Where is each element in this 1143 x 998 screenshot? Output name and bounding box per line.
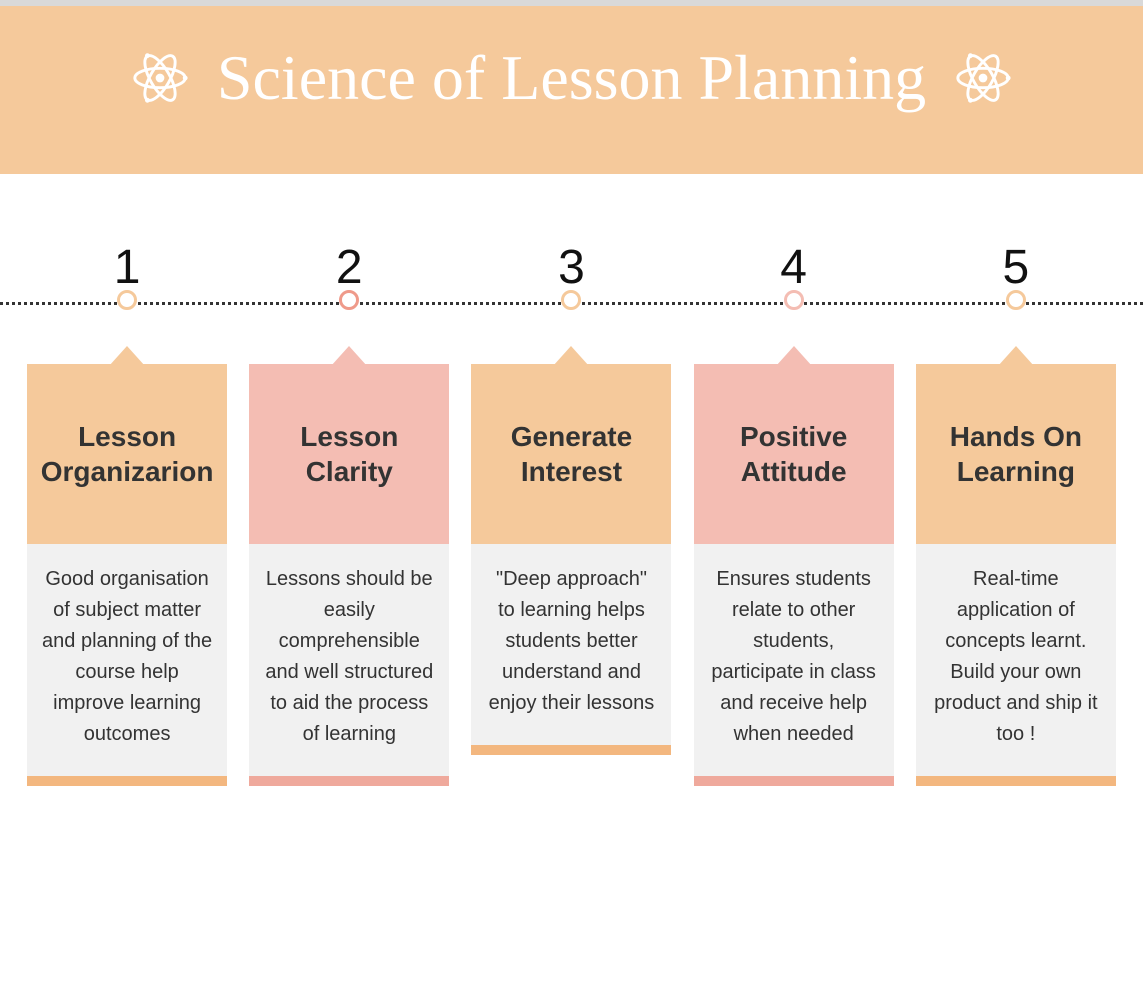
- card-head: Lesson Organizarion: [27, 364, 227, 544]
- card-head: Lesson Clarity: [249, 364, 449, 544]
- card-body: Ensures students relate to other student…: [694, 544, 894, 776]
- card-arrow: [998, 346, 1034, 366]
- card-head: Hands On Learning: [916, 364, 1116, 544]
- card-arrow: [331, 346, 367, 366]
- timeline: 1 2 3 4 5: [0, 244, 1143, 334]
- step-number: 5: [1002, 244, 1029, 292]
- timeline-node: 1: [27, 244, 227, 310]
- card-title: Hands On Learning: [926, 419, 1106, 489]
- step-card: Lesson Clarity Lessons should be easily …: [249, 364, 449, 786]
- card-body: Good organisation of subject matter and …: [27, 544, 227, 776]
- card-foot: [916, 776, 1116, 786]
- timeline-node: 2: [249, 244, 449, 310]
- card-title: Lesson Clarity: [259, 419, 439, 489]
- card-arrow: [109, 346, 145, 366]
- atom-icon: [952, 47, 1014, 109]
- step-number: 4: [780, 244, 807, 292]
- step-number: 1: [114, 244, 141, 292]
- timeline-ring: [561, 290, 581, 310]
- card-title: Lesson Organizarion: [37, 419, 217, 489]
- timeline-ring: [784, 290, 804, 310]
- timeline-nodes: 1 2 3 4 5: [0, 244, 1143, 310]
- infographic-page: Science of Lesson Planning: [0, 0, 1143, 826]
- step-card: Hands On Learning Real-time application …: [916, 364, 1116, 786]
- atom-icon: [129, 47, 191, 109]
- header-banner: Science of Lesson Planning: [0, 6, 1143, 174]
- card-head: Generate Interest: [471, 364, 671, 544]
- step-card: Lesson Organizarion Good organisation of…: [27, 364, 227, 786]
- card-foot: [471, 745, 671, 755]
- card-title: Generate Interest: [481, 419, 661, 489]
- page-title: Science of Lesson Planning: [217, 46, 926, 110]
- step-card: Positive Attitude Ensures students relat…: [694, 364, 894, 786]
- timeline-ring: [117, 290, 137, 310]
- timeline-node: 5: [916, 244, 1116, 310]
- card-body: Lessons should be easily comprehensible …: [249, 544, 449, 776]
- card-head: Positive Attitude: [694, 364, 894, 544]
- card-foot: [249, 776, 449, 786]
- step-card: Generate Interest "Deep approach" to lea…: [471, 364, 671, 786]
- card-foot: [694, 776, 894, 786]
- card-arrow: [553, 346, 589, 366]
- card-body: "Deep approach" to learning helps studen…: [471, 544, 671, 745]
- card-title: Positive Attitude: [704, 419, 884, 489]
- timeline-ring: [1006, 290, 1026, 310]
- step-number: 2: [336, 244, 363, 292]
- header-title-row: Science of Lesson Planning: [129, 46, 1014, 110]
- step-number: 3: [558, 244, 585, 292]
- timeline-ring: [339, 290, 359, 310]
- card-foot: [27, 776, 227, 786]
- timeline-node: 3: [471, 244, 671, 310]
- timeline-node: 4: [694, 244, 894, 310]
- cards-row: Lesson Organizarion Good organisation of…: [0, 364, 1143, 786]
- card-body: Real-time application of concepts learnt…: [916, 544, 1116, 776]
- card-arrow: [776, 346, 812, 366]
